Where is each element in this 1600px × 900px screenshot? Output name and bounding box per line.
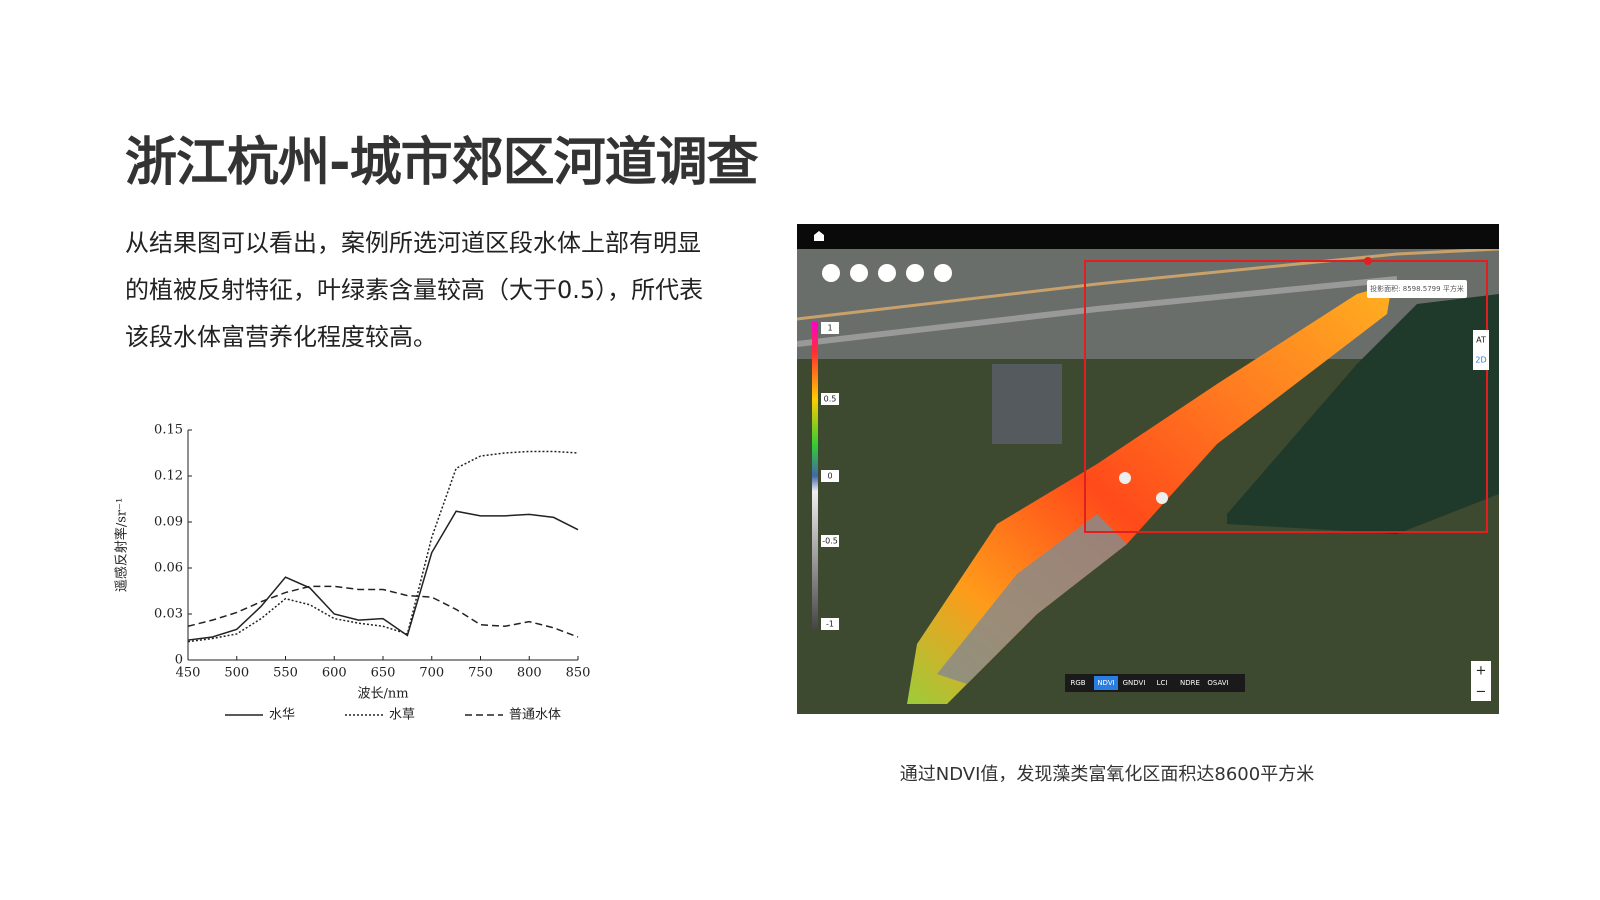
scale-label: -1	[826, 620, 834, 629]
building	[992, 364, 1062, 444]
legend-label: 水华	[269, 708, 295, 723]
gray-area	[937, 514, 1127, 684]
series-line	[187, 450, 579, 643]
top-bar	[797, 224, 1499, 249]
y-tick-label: 0	[175, 653, 183, 668]
text-line: 该段水体富营养化程度较高。	[125, 323, 437, 351]
scale-label: 0	[827, 472, 832, 481]
toolbar	[822, 264, 952, 282]
y-axis-title: 遥感反射率/sr⁻¹	[114, 498, 130, 592]
layer-button[interactable]: GNDVI	[1123, 679, 1146, 687]
caption: 通过NDVI值，发现藻类富氧化区面积达8600平方米	[899, 764, 1315, 785]
x-tick-label: 800	[517, 666, 542, 681]
home-icon[interactable]	[814, 231, 824, 241]
series-line	[187, 510, 579, 641]
active-button	[1094, 676, 1118, 690]
x-tick-label: 850	[566, 666, 591, 681]
selection-rect	[1084, 260, 1488, 533]
tool-button[interactable]	[878, 264, 896, 282]
chart: 0 0.03 0.06 0.09 0.12 0.15 450 500 550 600 650 700 7…	[114, 423, 591, 723]
scale-label: 0.5	[824, 395, 837, 404]
tool-button[interactable]	[850, 264, 868, 282]
tool-button[interactable]	[822, 264, 840, 282]
layer-button[interactable]: LCI	[1157, 679, 1168, 687]
y-tick-label: 0.12	[154, 469, 183, 484]
slide-title: 浙江杭州-城市郊区河道调查	[125, 133, 759, 193]
layer-button[interactable]: OSAVI	[1207, 679, 1228, 687]
y-tick-label: 0.15	[154, 423, 183, 438]
series-line	[187, 585, 579, 638]
zoom-button[interactable]: +	[1476, 664, 1487, 679]
lake	[1227, 294, 1499, 534]
scale-label-box	[821, 470, 839, 482]
area-label: 投影面积: 8598.5799 平方米	[1370, 284, 1464, 293]
scale-label: 1	[827, 324, 832, 333]
x-tick-label: 450	[176, 666, 201, 681]
zoom-panel	[1471, 661, 1491, 701]
layer-button[interactable]: RGB	[1070, 679, 1085, 687]
map-screenshot: 投影面积: 8598.5799 平方米 RGB NDVI GNDVI LCI NDRE O…	[797, 224, 1499, 714]
area-box	[1367, 280, 1467, 298]
scale-label: -0.5	[822, 537, 838, 546]
road	[797, 276, 1398, 347]
scale-label-box	[821, 535, 839, 547]
scale-label-box	[821, 393, 839, 405]
side-panel	[1473, 330, 1489, 370]
scale-label-box	[821, 618, 839, 630]
scale-label-box	[821, 322, 839, 334]
road	[797, 247, 1499, 321]
side-button[interactable]: AT	[1476, 336, 1486, 345]
legend-label: 水草	[389, 708, 415, 723]
y-tick-label: 0.03	[154, 607, 183, 622]
tool-button[interactable]	[906, 264, 924, 282]
y-tick-label: 0.06	[154, 561, 183, 576]
paragraph: 从结果图可以看出，案例所选河道区段水体上部有明显 的植被反射特征，叶绿素含量较高…	[125, 220, 703, 361]
marker	[1364, 257, 1372, 265]
x-tick-label: 750	[468, 666, 493, 681]
layer-button[interactable]: NDVI	[1097, 679, 1114, 687]
x-axis-title: 波长/nm	[357, 687, 408, 702]
text-line: 从结果图可以看出，案例所选河道区段水体上部有明显	[125, 229, 701, 257]
x-tick-label: 500	[224, 666, 249, 681]
text-line: 的植被反射特征，叶绿素含量较高（大于0.5），所代表	[125, 276, 704, 304]
layer-button[interactable]: NDRE	[1180, 679, 1200, 687]
legend-label: 普通水体	[509, 708, 561, 723]
marker	[1156, 492, 1168, 504]
color-scale	[812, 322, 818, 630]
x-tick-label: 700	[419, 666, 444, 681]
zoom-button[interactable]: −	[1476, 685, 1487, 700]
x-tick-label: 600	[322, 666, 347, 681]
y-tick-label: 0.09	[154, 515, 183, 530]
x-tick-label: 550	[273, 666, 298, 681]
tool-button[interactable]	[934, 264, 952, 282]
side-button[interactable]: 2D	[1475, 356, 1486, 365]
marker	[1119, 472, 1131, 484]
x-tick-label: 650	[371, 666, 396, 681]
